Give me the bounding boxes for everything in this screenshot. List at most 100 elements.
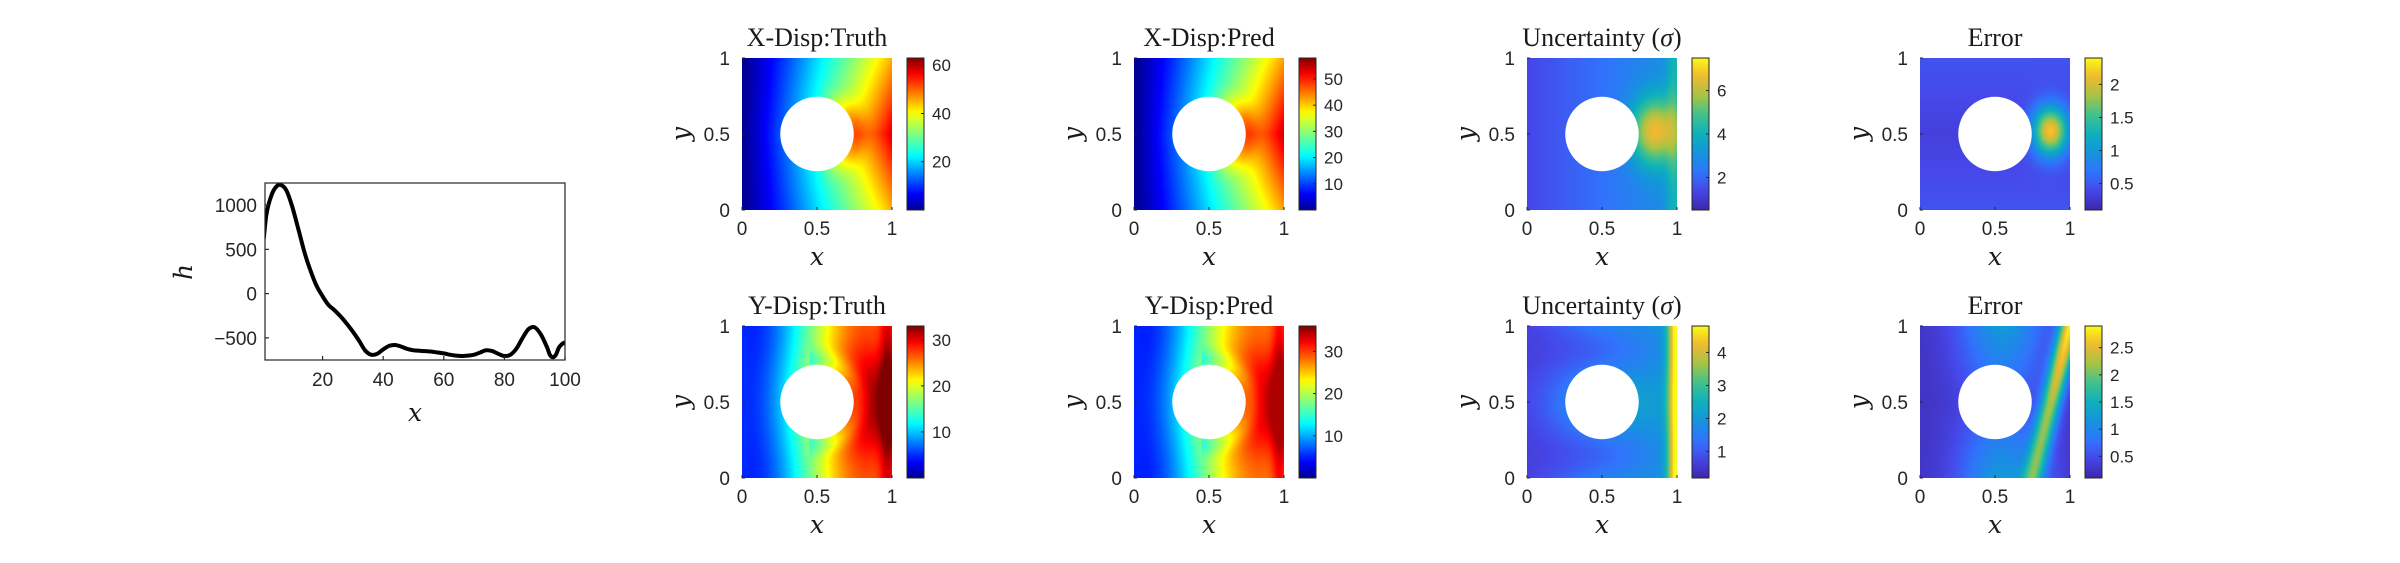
ydisp-pred-xlabel: x — [1202, 510, 1216, 539]
y-uncertainty-colorbar-tick-label: 1 — [1717, 443, 1726, 462]
h-profile-xtick-label: 100 — [549, 370, 581, 391]
y-uncertainty-colorbar — [1691, 325, 1710, 479]
x-error-colorbar — [2084, 57, 2103, 211]
xdisp-pred-xlabel: x — [1202, 242, 1216, 271]
x-error-hole — [1958, 96, 2032, 172]
xdisp-truth-xtick-label: 1 — [887, 219, 898, 240]
x-error-ylabel: y — [1844, 126, 1873, 142]
xdisp-truth-colorbar-tick-label: 60 — [932, 56, 951, 75]
xdisp-truth-colorbar-tick-label: 40 — [932, 104, 951, 123]
xdisp-truth-hole — [780, 96, 854, 172]
y-error-panel: Error 0 0.5 1 0 0.5 1 x y 0.5 1 1.5 2 2.5 — [1844, 291, 2134, 539]
x-uncertainty-hole — [1565, 96, 1639, 172]
ydisp-truth-ylabel: y — [666, 394, 695, 410]
y-uncertainty-ylabel: y — [1451, 394, 1480, 410]
y-error-xtick-label: 0 — [1915, 487, 1926, 508]
xdisp-pred-ytick-label: 0.5 — [1096, 125, 1122, 146]
h-profile-xlabel: x — [408, 398, 422, 427]
ydisp-truth-title: Y-Disp:Truth — [748, 291, 886, 320]
xdisp-pred-xtick-label: 0.5 — [1196, 219, 1222, 240]
xdisp-truth-ylabel: y — [666, 126, 695, 142]
xdisp-truth-xtick-label: 0.5 — [804, 219, 830, 240]
y-uncertainty-title: Uncertainty (σ) — [1522, 291, 1681, 320]
y-error-xlabel: x — [1988, 510, 2002, 539]
ydisp-pred-xtick-label: 0.5 — [1196, 487, 1222, 508]
x-error-colorbar-tick-label: 2 — [2110, 75, 2119, 94]
y-uncertainty-ytick-label: 0 — [1504, 469, 1515, 490]
x-uncertainty-title-text: Uncertainty ( — [1522, 23, 1660, 52]
x-uncertainty-title-close: ) — [1673, 23, 1682, 52]
ydisp-pred-colorbar-tick-label: 20 — [1324, 385, 1343, 404]
x-error-title: Error — [1968, 23, 2023, 52]
xdisp-pred-ytick-label: 1 — [1111, 49, 1122, 70]
ydisp-pred-hole — [1172, 364, 1246, 440]
xdisp-pred-ytick-label: 0 — [1111, 201, 1122, 222]
ydisp-pred-colorbar — [1298, 325, 1317, 479]
ydisp-truth-xtick-label: 0.5 — [804, 487, 830, 508]
x-error-xtick-label: 0.5 — [1982, 219, 2008, 240]
y-uncertainty-colorbar-tick-label: 3 — [1717, 376, 1726, 395]
y-uncertainty-title-text: Uncertainty ( — [1522, 291, 1660, 320]
h-profile-plot: 20 40 60 80 100 1000 500 0 −500 x h — [169, 182, 581, 427]
y-uncertainty-xtick-label: 0.5 — [1589, 487, 1615, 508]
h-profile-xtick-label: 20 — [312, 370, 333, 391]
ydisp-pred-ytick-label: 0.5 — [1096, 393, 1122, 414]
xdisp-truth-ytick-label: 1 — [719, 49, 730, 70]
x-uncertainty-ytick-label: 0 — [1504, 201, 1515, 222]
xdisp-truth-xtick-label: 0 — [737, 219, 748, 240]
x-error-ytick-label: 0 — [1897, 201, 1908, 222]
ydisp-pred-xtick-label: 0 — [1129, 487, 1140, 508]
x-uncertainty-panel: Uncertainty (σ) 0 0.5 1 0 0.5 1 x y 2 4 6 — [1451, 23, 1726, 271]
xdisp-truth-xlabel: x — [810, 242, 824, 271]
ydisp-truth-ytick-label: 1 — [719, 317, 730, 338]
x-uncertainty-ytick-label: 1 — [1504, 49, 1515, 70]
y-uncertainty-colorbar-tick-label: 2 — [1717, 410, 1726, 429]
ydisp-truth-xtick-label: 0 — [737, 487, 748, 508]
xdisp-truth-title: X-Disp:Truth — [747, 23, 888, 52]
xdisp-truth-panel: X-Disp:Truth 0 0.5 1 0 0.5 1 x y 20 40 60 — [666, 23, 951, 271]
x-error-colorbar-tick-label: 1.5 — [2110, 108, 2134, 127]
xdisp-pred-colorbar-tick-label: 10 — [1324, 175, 1343, 194]
ydisp-truth-xtick-label: 1 — [887, 487, 898, 508]
xdisp-pred-colorbar-tick-label: 50 — [1324, 70, 1343, 89]
x-uncertainty-title-symbol: σ — [1660, 23, 1674, 52]
xdisp-truth-ytick-label: 0 — [719, 201, 730, 222]
h-profile-xtick-label: 40 — [373, 370, 394, 391]
xdisp-pred-xtick-label: 1 — [1279, 219, 1290, 240]
x-uncertainty-xtick-label: 1 — [1672, 219, 1683, 240]
h-profile-ylabel: h — [169, 264, 198, 280]
h-profile-ytick-label: −500 — [214, 329, 257, 350]
ydisp-truth-colorbar — [906, 325, 925, 479]
x-error-xtick-label: 1 — [2065, 219, 2076, 240]
y-error-colorbar-tick-label: 1.5 — [2110, 393, 2134, 412]
ydisp-truth-xlabel: x — [810, 510, 824, 539]
y-error-title: Error — [1968, 291, 2023, 320]
xdisp-pred-colorbar-tick-label: 20 — [1324, 149, 1343, 168]
xdisp-truth-colorbar-tick-label: 20 — [932, 153, 951, 172]
y-uncertainty-title-symbol: σ — [1660, 291, 1674, 320]
y-uncertainty-colorbar-tick-label: 4 — [1717, 343, 1726, 362]
x-error-colorbar-tick-label: 1 — [2110, 142, 2119, 161]
x-error-colorbar-tick-label: 0.5 — [2110, 175, 2134, 194]
x-uncertainty-colorbar-tick-label: 6 — [1717, 82, 1726, 101]
x-uncertainty-colorbar-tick-label: 4 — [1717, 125, 1726, 144]
ydisp-pred-title: Y-Disp:Pred — [1145, 291, 1274, 320]
xdisp-pred-colorbar-tick-label: 40 — [1324, 96, 1343, 115]
y-error-xtick-label: 0.5 — [1982, 487, 2008, 508]
xdisp-pred-ylabel: y — [1058, 126, 1087, 142]
x-error-xlabel: x — [1988, 242, 2002, 271]
ydisp-truth-ytick-label: 0.5 — [704, 393, 730, 414]
y-error-colorbar-tick-label: 0.5 — [2110, 447, 2134, 466]
ydisp-truth-colorbar-tick-label: 20 — [932, 377, 951, 396]
x-uncertainty-xtick-label: 0 — [1522, 219, 1533, 240]
y-error-xtick-label: 1 — [2065, 487, 2076, 508]
y-error-hole — [1958, 364, 2032, 440]
y-error-ytick-label: 0 — [1897, 469, 1908, 490]
y-uncertainty-xtick-label: 0 — [1522, 487, 1533, 508]
x-uncertainty-ylabel: y — [1451, 126, 1480, 142]
y-error-ylabel: y — [1844, 394, 1873, 410]
